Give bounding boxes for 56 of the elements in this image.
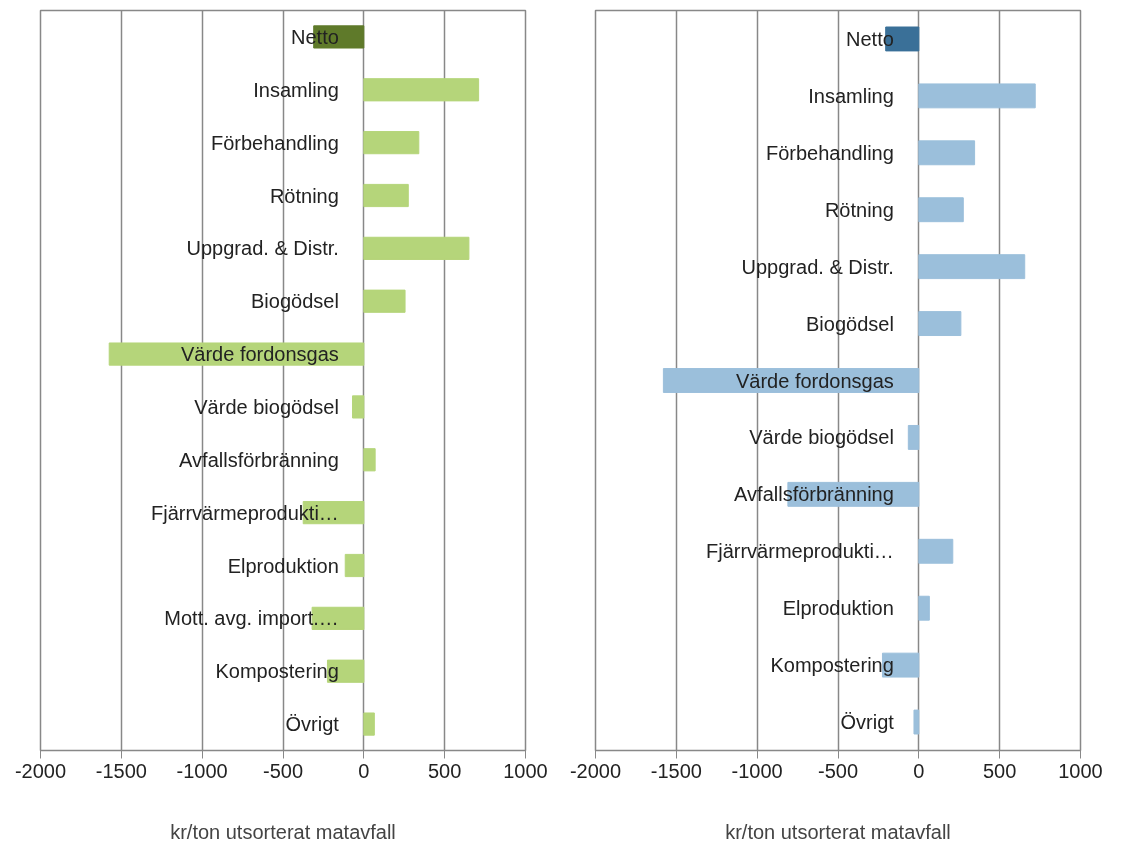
bar [363, 289, 406, 313]
bar [918, 83, 1036, 109]
bar [913, 709, 920, 735]
bar [918, 140, 976, 166]
y-tick-label: Förbehandling [765, 141, 894, 164]
y-tick-label: Elproduktion [782, 597, 894, 620]
x-tick-label: -1500 [650, 759, 702, 782]
bar [918, 197, 964, 223]
y-tick-label: Förbehandling [210, 131, 339, 154]
y-tick-label: Kompostering [770, 654, 894, 677]
y-tick-label: Elproduktion [227, 554, 339, 577]
x-axis-title: kr/ton utsorterat matavfall [725, 820, 951, 843]
y-tick-label: Biogödsel [805, 312, 894, 335]
x-tick-label: -1000 [176, 759, 228, 782]
y-tick-label: Värde fordonsgas [735, 369, 894, 392]
x-tick-label: 1000 [1058, 759, 1103, 782]
y-tick-label: Avfallsförbränning [734, 483, 894, 506]
x-tick-label: -500 [817, 759, 859, 782]
y-tick-label: Värde biogödsel [749, 426, 894, 449]
bar [918, 595, 930, 621]
y-tick-label: Uppgrad. & Distr. [186, 237, 339, 260]
x-tick-label: -1000 [731, 759, 783, 782]
y-tick-label: Insamling [253, 78, 339, 101]
bar [363, 78, 480, 102]
bar [363, 131, 420, 155]
x-tick-label: -500 [262, 759, 304, 782]
x-tick-label: 0 [913, 759, 925, 782]
y-tick-label: Insamling [808, 84, 894, 107]
y-tick-label: Fjärrvärmeprodukti… [706, 540, 894, 563]
x-tick-label: 0 [358, 759, 370, 782]
y-tick-label: Biogödsel [250, 290, 339, 313]
bar [363, 236, 470, 260]
x-tick-label: 500 [427, 759, 462, 782]
bar [918, 538, 954, 564]
y-tick-label: Övrigt [285, 713, 340, 736]
y-tick-label: Övrigt [840, 711, 895, 734]
y-tick-label: Värde biogödsel [194, 395, 339, 418]
bar [918, 254, 1026, 280]
bar [363, 448, 376, 472]
bar [918, 311, 962, 337]
x-axis-title: kr/ton utsorterat matavfall [170, 820, 396, 843]
x-tick-label: 500 [982, 759, 1017, 782]
y-tick-label: Värde fordonsgas [180, 343, 339, 366]
x-tick-label: -2000 [14, 759, 67, 782]
bar [907, 424, 920, 450]
bar [363, 712, 375, 736]
y-tick-label: Uppgrad. & Distr. [741, 255, 894, 278]
y-tick-label: Avfallsförbränning [179, 448, 339, 471]
y-tick-label: Rötning [269, 184, 339, 207]
bar [344, 553, 365, 578]
y-tick-label: Rötning [824, 198, 894, 221]
x-tick-label: -2000 [569, 759, 622, 782]
bar [352, 395, 365, 419]
x-tick-label: -1500 [95, 759, 147, 782]
x-tick-label: 1000 [503, 759, 548, 782]
bar [363, 183, 409, 208]
